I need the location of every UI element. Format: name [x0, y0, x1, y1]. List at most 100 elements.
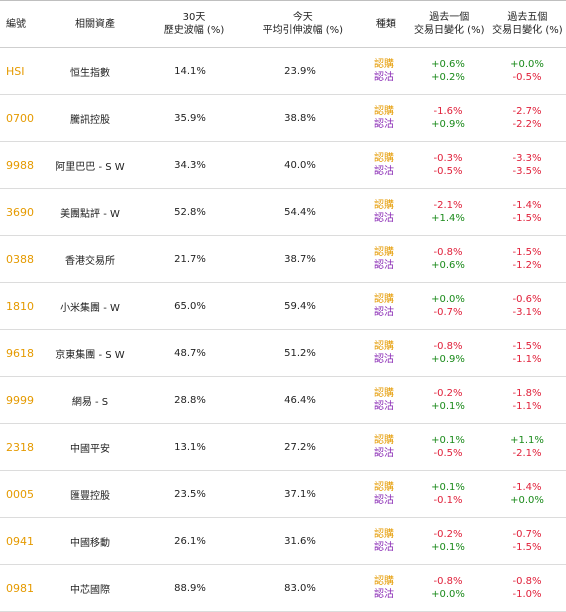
5day-call-change: -1.5% — [512, 341, 542, 352]
code-link[interactable]: 9988 — [6, 158, 34, 172]
put-label: 認沽 — [374, 72, 394, 83]
5day-change-cell: -0.6% -3.1% — [488, 283, 566, 329]
put-label: 認沽 — [374, 401, 394, 412]
1day-change-cell: +0.6% +0.2% — [408, 48, 488, 94]
1day-put-change: +0.1% — [431, 542, 465, 553]
implied-vol-value: 83.0% — [284, 582, 316, 594]
30day-vol-value: 48.7% — [174, 347, 206, 359]
header-5day-change: 過去五個交易日變化 (%) — [489, 1, 566, 47]
type-cell: 認購 認沽 — [360, 142, 408, 188]
5day-call-change: -1.8% — [512, 388, 542, 399]
call-label: 認購 — [374, 529, 394, 540]
table-row: HSI 恒生指數 14.1% 23.9% 認購 認沽 +0.6% +0.2% +… — [0, 48, 566, 95]
implied-vol-value: 54.4% — [284, 206, 316, 218]
30day-vol-value: 34.3% — [174, 159, 206, 171]
asset-name: 阿里巴巴 - S W — [55, 161, 125, 173]
code-link[interactable]: 0941 — [6, 534, 34, 548]
table-row: 9618 京東集團 - S W 48.7% 51.2% 認購 認沽 -0.8% … — [0, 330, 566, 377]
30day-vol-value: 23.5% — [174, 488, 206, 500]
5day-call-change: -1.4% — [512, 200, 542, 211]
1day-put-change: -0.7% — [433, 307, 463, 318]
5day-call-change: -1.4% — [512, 482, 542, 493]
1day-put-change: +1.4% — [431, 213, 465, 224]
table-row: 3690 美團點評 - W 52.8% 54.4% 認購 認沽 -2.1% +1… — [0, 189, 566, 236]
5day-call-change: -0.6% — [512, 294, 542, 305]
code-link[interactable]: HSI — [6, 64, 25, 78]
code-link[interactable]: 2318 — [6, 440, 34, 454]
1day-put-change: +0.9% — [431, 119, 465, 130]
5day-change-cell: -1.4% -1.5% — [488, 189, 566, 235]
1day-put-change: -0.5% — [433, 166, 463, 177]
1day-call-change: +0.6% — [431, 59, 465, 70]
code-link[interactable]: 9618 — [6, 346, 34, 360]
1day-put-change: -0.5% — [433, 448, 463, 459]
table-row: 0941 中國移動 26.1% 31.6% 認購 認沽 -0.2% +0.1% … — [0, 518, 566, 565]
put-label: 認沽 — [374, 119, 394, 130]
code-link[interactable]: 0388 — [6, 252, 34, 266]
type-cell: 認購 認沽 — [360, 565, 408, 611]
1day-put-change: -0.1% — [433, 495, 463, 506]
code-link[interactable]: 1810 — [6, 299, 34, 313]
30day-vol-value: 13.1% — [174, 441, 206, 453]
implied-vol-value: 46.4% — [284, 394, 316, 406]
5day-call-change: -1.5% — [512, 247, 542, 258]
1day-call-change: +0.1% — [431, 482, 465, 493]
code-link[interactable]: 0700 — [6, 111, 34, 125]
5day-change-cell: -1.5% -1.1% — [488, 330, 566, 376]
call-label: 認購 — [374, 247, 394, 258]
code-link[interactable]: 9999 — [6, 393, 34, 407]
asset-name: 中國移動 — [70, 537, 110, 549]
5day-call-change: -2.7% — [512, 106, 542, 117]
5day-put-change: -1.5% — [512, 542, 542, 553]
header-5day-change-line2: 交易日變化 (%) — [492, 25, 563, 36]
1day-change-cell: -0.8% +0.9% — [408, 330, 488, 376]
5day-change-cell: -1.5% -1.2% — [488, 236, 566, 282]
put-label: 認沽 — [374, 307, 394, 318]
call-label: 認購 — [374, 435, 394, 446]
30day-vol-value: 21.7% — [174, 253, 206, 265]
1day-put-change: +0.1% — [431, 401, 465, 412]
code-link[interactable]: 0005 — [6, 487, 34, 501]
header-5day-change-line1: 過去五個 — [507, 12, 548, 23]
5day-put-change: -1.1% — [512, 401, 542, 412]
1day-put-change: +0.2% — [431, 72, 465, 83]
5day-change-cell: +1.1% -2.1% — [488, 424, 566, 470]
1day-change-cell: +0.1% -0.1% — [408, 471, 488, 517]
call-label: 認購 — [374, 106, 394, 117]
5day-call-change: -0.7% — [512, 529, 542, 540]
5day-put-change: -3.1% — [512, 307, 542, 318]
5day-call-change: -3.3% — [512, 153, 542, 164]
type-cell: 認購 認沽 — [360, 283, 408, 329]
header-1day-change: 過去一個 交易日變化 (%) — [410, 1, 489, 47]
call-label: 認購 — [374, 341, 394, 352]
5day-put-change: -1.1% — [512, 354, 542, 365]
1day-change-cell: -1.6% +0.9% — [408, 95, 488, 141]
5day-change-cell: -0.7% -1.5% — [488, 518, 566, 564]
asset-name: 京東集團 - S W — [55, 349, 125, 361]
call-label: 認購 — [374, 153, 394, 164]
30day-vol-value: 52.8% — [174, 206, 206, 218]
5day-change-cell: -1.8% -1.1% — [488, 377, 566, 423]
code-link[interactable]: 0981 — [6, 581, 34, 595]
table-row: 0700 騰訊控股 35.9% 38.8% 認購 認沽 -1.6% +0.9% … — [0, 95, 566, 142]
5day-call-change: -0.8% — [512, 576, 542, 587]
1day-put-change: +0.6% — [431, 260, 465, 271]
5day-put-change: -2.1% — [512, 448, 542, 459]
implied-vol-value: 23.9% — [284, 65, 316, 77]
1day-call-change: +0.0% — [431, 294, 465, 305]
type-cell: 認購 認沽 — [360, 377, 408, 423]
call-label: 認購 — [374, 576, 394, 587]
put-label: 認沽 — [374, 495, 394, 506]
30day-vol-value: 88.9% — [174, 582, 206, 594]
5day-change-cell: -0.8% -1.0% — [488, 565, 566, 611]
header-code: 編號 — [6, 18, 26, 30]
header-type: 種類 — [375, 18, 396, 30]
implied-vol-value: 27.2% — [284, 441, 316, 453]
code-link[interactable]: 3690 — [6, 205, 34, 219]
1day-change-cell: -0.2% +0.1% — [408, 518, 488, 564]
header-30day-vol-line1: 30天 — [182, 12, 206, 23]
implied-vol-value: 38.7% — [284, 253, 316, 265]
table-row: 0981 中芯國際 88.9% 83.0% 認購 認沽 -0.8% +0.0% … — [0, 565, 566, 612]
header-30day-vol: 30天 歷史波幅 (%) — [145, 1, 244, 47]
1day-change-cell: -2.1% +1.4% — [408, 189, 488, 235]
